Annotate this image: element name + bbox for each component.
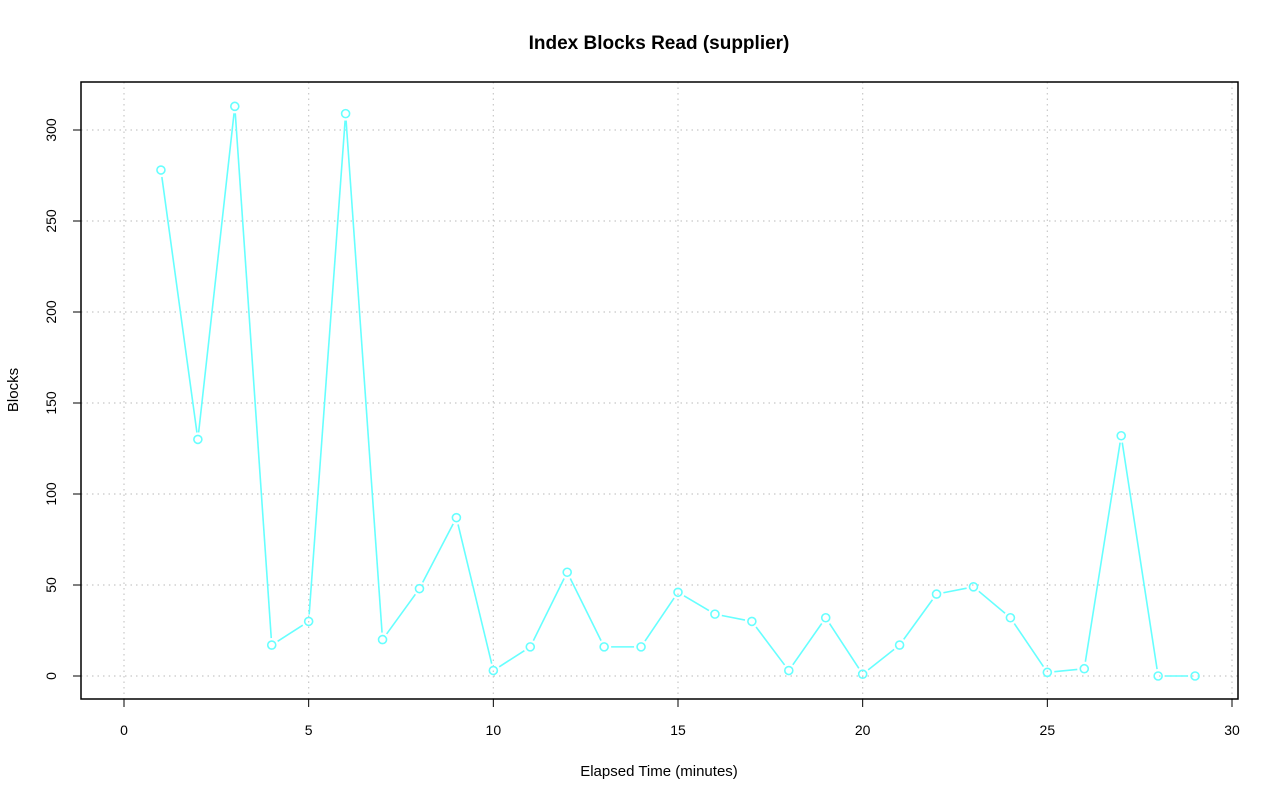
- data-point: [451, 512, 462, 523]
- series-line-segment: [978, 590, 1006, 614]
- y-tick-label: 0: [43, 672, 59, 680]
- data-point: [747, 616, 757, 627]
- series-line-segment: [457, 524, 493, 664]
- data-point: [266, 640, 277, 650]
- y-tick-label: 100: [43, 482, 59, 506]
- series-line-segment: [1084, 442, 1121, 662]
- series-line-segment: [569, 578, 602, 641]
- x-tick-label: 0: [120, 722, 128, 738]
- data-point: [931, 589, 942, 599]
- series-line-segment: [1013, 623, 1045, 668]
- data-point: [1153, 671, 1163, 681]
- series-line-segment: [943, 587, 967, 594]
- data-point: [1005, 612, 1016, 623]
- x-tick-label: 15: [670, 722, 686, 738]
- data-point: [340, 108, 351, 119]
- series-line-segment: [161, 176, 198, 433]
- series-line-segment: [345, 120, 383, 633]
- plot-frame: [80, 81, 1239, 700]
- data-point: [562, 567, 573, 578]
- data-point: [525, 642, 536, 652]
- x-tick-label: 10: [486, 722, 502, 738]
- y-tick-label: 300: [43, 118, 59, 142]
- data-point: [303, 616, 314, 627]
- series-line-segment: [1121, 442, 1158, 670]
- data-point: [599, 642, 609, 652]
- data-point: [1116, 430, 1126, 441]
- data-point: [1079, 663, 1090, 674]
- y-tick-label: 150: [43, 391, 59, 415]
- chart-title: Index Blocks Read (supplier): [529, 33, 790, 54]
- data-point: [193, 434, 203, 445]
- series-line-segment: [867, 648, 895, 671]
- series-line-segment: [1054, 668, 1078, 673]
- data-point: [673, 587, 683, 598]
- x-tick-label: 30: [1224, 722, 1240, 738]
- data-point: [1042, 667, 1053, 678]
- series-line-segment: [308, 120, 346, 615]
- grid: [81, 82, 1238, 699]
- series-line-segment: [277, 624, 304, 642]
- data-point: [968, 582, 979, 592]
- data-point: [820, 612, 831, 623]
- series-line-segment: [421, 523, 454, 583]
- series-line-segment: [828, 623, 860, 669]
- series-line-segment: [197, 113, 235, 433]
- series-line-segment: [721, 614, 746, 621]
- data-point: [857, 669, 868, 679]
- x-tick-label: 20: [855, 722, 871, 738]
- series-line-segment: [234, 113, 273, 639]
- y-tick-label: 250: [43, 209, 59, 233]
- y-tick-label: 50: [43, 577, 59, 593]
- data-point: [230, 101, 240, 112]
- y-tick-label: 200: [43, 300, 59, 324]
- series-line-segment: [755, 626, 786, 666]
- data-point: [414, 583, 425, 594]
- data-point: [1190, 671, 1200, 681]
- series-line-segment: [903, 599, 934, 640]
- y-axis-label: Blocks: [5, 368, 22, 412]
- series-line-segment: [498, 649, 525, 668]
- data-point: [894, 640, 905, 650]
- series-layer: [156, 101, 1200, 681]
- series-line-segment: [792, 623, 823, 666]
- data-point: [377, 634, 388, 645]
- data-point: [783, 665, 794, 676]
- data-point: [488, 665, 499, 676]
- data-point: [636, 642, 646, 652]
- x-tick-label: 25: [1040, 722, 1056, 738]
- series-line-segment: [385, 593, 417, 635]
- data-point: [156, 165, 166, 175]
- series-line-segment: [532, 578, 565, 641]
- x-axis-label: Elapsed Time (minutes): [580, 763, 738, 780]
- data-point: [710, 609, 720, 619]
- x-tick-label: 5: [305, 722, 313, 738]
- series-line-segment: [683, 595, 710, 612]
- series-line-segment: [644, 597, 675, 642]
